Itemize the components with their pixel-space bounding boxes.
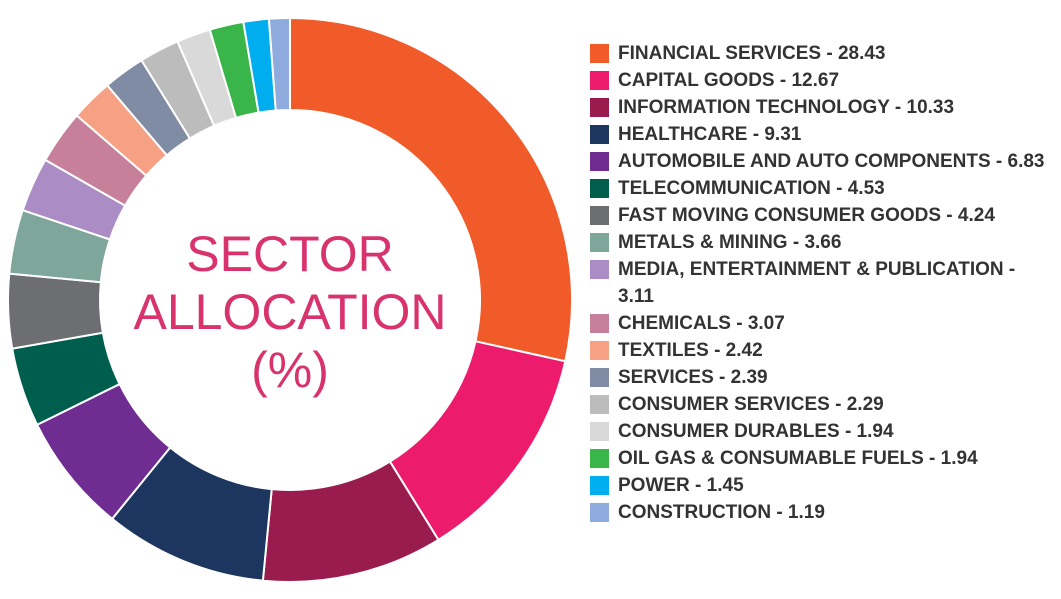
legend-swatch-15 (590, 476, 609, 495)
legend-item-12: CONSUMER SERVICES - 2.29 (590, 391, 1055, 418)
legend-swatch-16 (590, 503, 609, 522)
legend-swatch-5 (590, 179, 609, 198)
legend-item-11: SERVICES - 2.39 (590, 364, 1055, 391)
legend-swatch-1 (590, 71, 609, 90)
legend-item-2: INFORMATION TECHNOLOGY - 10.33 (590, 94, 1055, 121)
legend-swatch-4 (590, 152, 609, 171)
legend-label-12: CONSUMER SERVICES - 2.29 (618, 394, 884, 415)
legend-swatch-0 (590, 44, 609, 63)
legend-label-1: CAPITAL GOODS - 12.67 (618, 70, 840, 91)
legend-label-3: HEALTHCARE - 9.31 (618, 124, 802, 145)
legend-label-2: INFORMATION TECHNOLOGY - 10.33 (618, 97, 955, 118)
chart-title-line-3: (%) (251, 342, 329, 398)
legend-item-13: CONSUMER DURABLES - 1.94 (590, 418, 1055, 445)
legend-swatch-8 (590, 260, 609, 279)
legend-item-4: AUTOMOBILE AND AUTO COMPONENTS - 6.83 (590, 148, 1055, 175)
legend-swatch-3 (590, 125, 609, 144)
legend-item-3: HEALTHCARE - 9.31 (590, 121, 1055, 148)
legend-swatch-7 (590, 233, 609, 252)
legend-label-13: CONSUMER DURABLES - 1.94 (618, 421, 894, 442)
legend-label-10: TEXTILES - 2.42 (618, 340, 763, 361)
legend-label-7: METALS & MINING - 3.66 (618, 232, 842, 253)
donut-chart (7, 16, 573, 583)
legend-swatch-10 (590, 341, 609, 360)
chart-title-line-1: SECTOR (186, 226, 394, 282)
legend-swatch-2 (590, 98, 609, 117)
legend-label-6: FAST MOVING CONSUMER GOODS - 4.24 (618, 205, 995, 226)
legend-item-8: MEDIA, ENTERTAINMENT & PUBLICATION - 3.1… (590, 256, 1055, 310)
legend-label-15: POWER - 1.45 (618, 475, 744, 496)
legend-item-16: CONSTRUCTION - 1.19 (590, 499, 1055, 526)
legend-item-14: OIL GAS & CONSUMABLE FUELS - 1.94 (590, 445, 1055, 472)
pie-slice-0 (289, 16, 573, 363)
chart-title: SECTOR ALLOCATION (%) (90, 225, 490, 399)
legend-item-1: CAPITAL GOODS - 12.67 (590, 67, 1055, 94)
legend-swatch-11 (590, 368, 609, 387)
legend-swatch-9 (590, 314, 609, 333)
legend-label-5: TELECOMMUNICATION - 4.53 (618, 178, 885, 199)
legend-item-10: TEXTILES - 2.42 (590, 337, 1055, 364)
legend-item-6: FAST MOVING CONSUMER GOODS - 4.24 (590, 202, 1055, 229)
legend-item-7: METALS & MINING - 3.66 (590, 229, 1055, 256)
legend-swatch-14 (590, 449, 609, 468)
legend-label-11: SERVICES - 2.39 (618, 367, 768, 388)
legend-item-5: TELECOMMUNICATION - 4.53 (590, 175, 1055, 202)
legend-label-0: FINANCIAL SERVICES - 28.43 (618, 43, 886, 64)
legend-label-8: MEDIA, ENTERTAINMENT & PUBLICATION - 3.1… (618, 259, 1016, 307)
legend-item-0: FINANCIAL SERVICES - 28.43 (590, 40, 1055, 67)
chart-title-line-2: ALLOCATION (133, 284, 447, 340)
legend-label-4: AUTOMOBILE AND AUTO COMPONENTS - 6.83 (618, 151, 1045, 172)
legend-label-14: OIL GAS & CONSUMABLE FUELS - 1.94 (618, 448, 978, 469)
legend: FINANCIAL SERVICES - 28.43 CAPITAL GOODS … (590, 40, 1055, 526)
legend-label-9: CHEMICALS - 3.07 (618, 313, 785, 334)
legend-swatch-6 (590, 206, 609, 225)
legend-swatch-13 (590, 422, 609, 441)
legend-swatch-12 (590, 395, 609, 414)
legend-item-9: CHEMICALS - 3.07 (590, 310, 1055, 337)
pie-slice-16 (267, 16, 291, 112)
legend-item-15: POWER - 1.45 (590, 472, 1055, 499)
legend-label-16: CONSTRUCTION - 1.19 (618, 502, 825, 523)
